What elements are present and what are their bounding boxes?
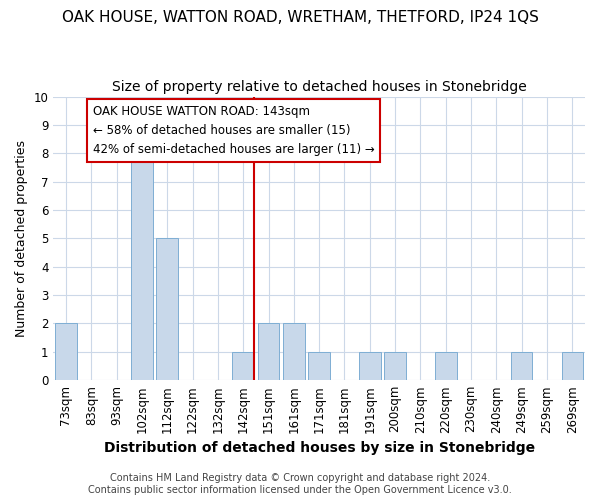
Bar bbox=[258, 324, 279, 380]
X-axis label: Distribution of detached houses by size in Stonebridge: Distribution of detached houses by size … bbox=[104, 441, 535, 455]
Title: Size of property relative to detached houses in Stonebridge: Size of property relative to detached ho… bbox=[112, 80, 527, 94]
Bar bbox=[308, 352, 330, 380]
Bar bbox=[55, 324, 77, 380]
Bar bbox=[157, 238, 178, 380]
Bar bbox=[385, 352, 406, 380]
Bar bbox=[131, 154, 152, 380]
Bar bbox=[232, 352, 254, 380]
Y-axis label: Number of detached properties: Number of detached properties bbox=[15, 140, 28, 337]
Bar bbox=[359, 352, 380, 380]
Text: Contains HM Land Registry data © Crown copyright and database right 2024.
Contai: Contains HM Land Registry data © Crown c… bbox=[88, 474, 512, 495]
Bar bbox=[562, 352, 583, 380]
Bar bbox=[511, 352, 532, 380]
Text: OAK HOUSE, WATTON ROAD, WRETHAM, THETFORD, IP24 1QS: OAK HOUSE, WATTON ROAD, WRETHAM, THETFOR… bbox=[62, 10, 538, 25]
Text: OAK HOUSE WATTON ROAD: 143sqm
← 58% of detached houses are smaller (15)
42% of s: OAK HOUSE WATTON ROAD: 143sqm ← 58% of d… bbox=[92, 105, 374, 156]
Bar bbox=[435, 352, 457, 380]
Bar bbox=[283, 324, 305, 380]
